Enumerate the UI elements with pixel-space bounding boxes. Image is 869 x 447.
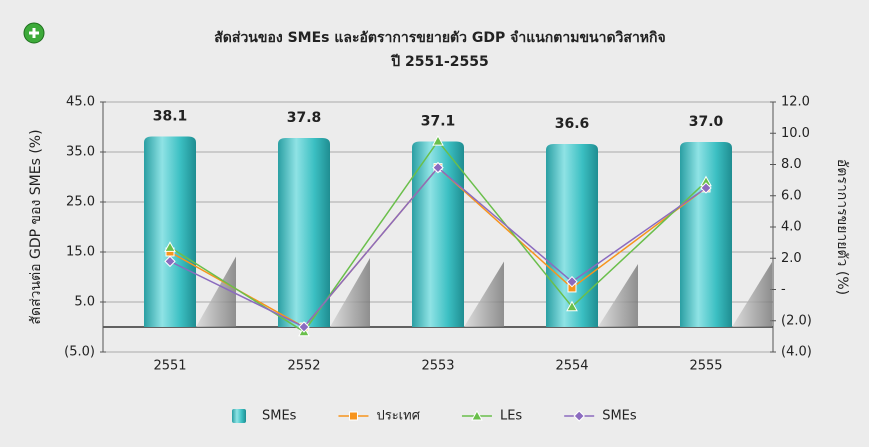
y2-tick-label: (4.0): [781, 345, 812, 360]
point: [164, 255, 176, 268]
expand-icon[interactable]: [29, 28, 39, 38]
bar-shadow: [732, 262, 772, 327]
x-tick-label: 2554: [555, 359, 588, 374]
point: [164, 241, 176, 252]
y-tick-label: (5.0): [64, 345, 95, 360]
y-tick-label: 35.0: [66, 145, 95, 160]
y-tick-label: 5.0: [74, 295, 95, 310]
point: [348, 411, 358, 421]
point: [471, 409, 483, 421]
legend-label: SMEs: [602, 409, 637, 424]
bar-shadow: [598, 264, 638, 327]
value-label: 36.6: [555, 116, 590, 132]
point: [298, 321, 310, 333]
x-tick-label: 2553: [421, 359, 454, 374]
y2-tick-label: 12.0: [781, 95, 810, 110]
y2-tick-label: (2.0): [781, 313, 812, 328]
bar: [278, 138, 330, 327]
value-label: 37.8: [287, 110, 322, 126]
value-label: 37.0: [689, 114, 724, 130]
value-label: 38.1: [153, 109, 188, 125]
y2-tick-label: -: [781, 282, 786, 297]
bar-shadow: [196, 256, 236, 327]
y-tick-label: 15.0: [66, 245, 95, 260]
y2-axis-title: อัตราการขยายตัว (%): [834, 159, 850, 295]
y2-tick-label: 4.0: [781, 220, 802, 235]
y-tick-label: 45.0: [66, 95, 95, 110]
point: [432, 135, 444, 146]
legend-swatch: [232, 409, 246, 423]
x-tick-label: 2552: [287, 359, 320, 374]
y2-tick-label: 2.0: [781, 251, 802, 266]
point: [566, 275, 578, 288]
bar-shadow: [330, 258, 370, 327]
bar: [144, 136, 196, 327]
legend-label: ประเทศ: [376, 409, 420, 424]
point: [432, 161, 444, 174]
point: [573, 410, 585, 422]
chart-title: สัดส่วนของ SMEs และอัตราการขยายตัว GDP จ…: [214, 30, 665, 46]
x-tick-label: 2555: [689, 359, 722, 374]
value-label: 37.1: [421, 114, 456, 130]
bar: [680, 142, 732, 327]
y-axis-title: สัดส่วนต่อ GDP ของ SMEs (%): [28, 129, 44, 324]
y2-tick-label: 10.0: [781, 126, 810, 141]
y2-tick-label: 6.0: [781, 188, 802, 203]
x-tick-label: 2551: [153, 359, 186, 374]
bar: [412, 141, 464, 327]
legend-label: LEs: [500, 409, 522, 424]
y-tick-label: 25.0: [66, 195, 95, 210]
point: [566, 300, 578, 312]
legend-label: SMEs: [262, 409, 297, 424]
bar: [546, 144, 598, 327]
point: [700, 182, 712, 194]
chart-subtitle: ปี 2551-2555: [390, 54, 489, 70]
bar-shadow: [464, 261, 504, 327]
y2-tick-label: 8.0: [781, 157, 802, 172]
